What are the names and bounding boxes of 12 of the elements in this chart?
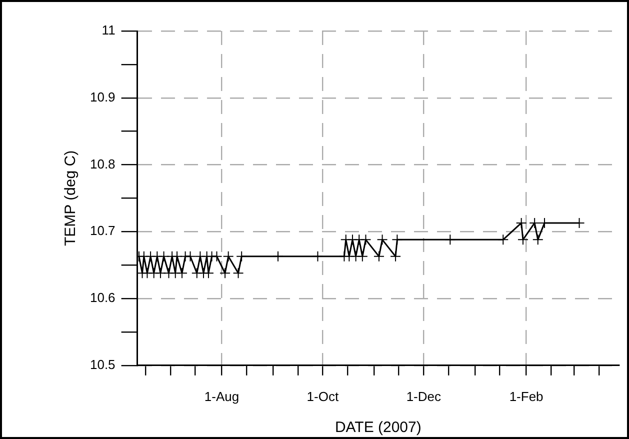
x-tick-label: 1-Dec <box>406 388 442 404</box>
y-axis-title: TEMP (deg C) <box>62 150 80 246</box>
y-tick-label: 10.6 <box>90 290 116 306</box>
y-tick-label: 11 <box>102 22 116 38</box>
x-tick-label: 1-Aug <box>204 388 240 404</box>
y-tick-label: 10.5 <box>90 356 116 372</box>
x-tick-label: 1-Oct <box>306 388 339 404</box>
x-tick-label: 1-Feb <box>509 388 544 404</box>
y-tick-label: 10.8 <box>90 156 116 172</box>
y-tick-label: 10.9 <box>90 89 116 104</box>
x-axis-title: DATE (2007) <box>334 419 422 436</box>
y-tick-label: 10.7 <box>90 223 116 238</box>
